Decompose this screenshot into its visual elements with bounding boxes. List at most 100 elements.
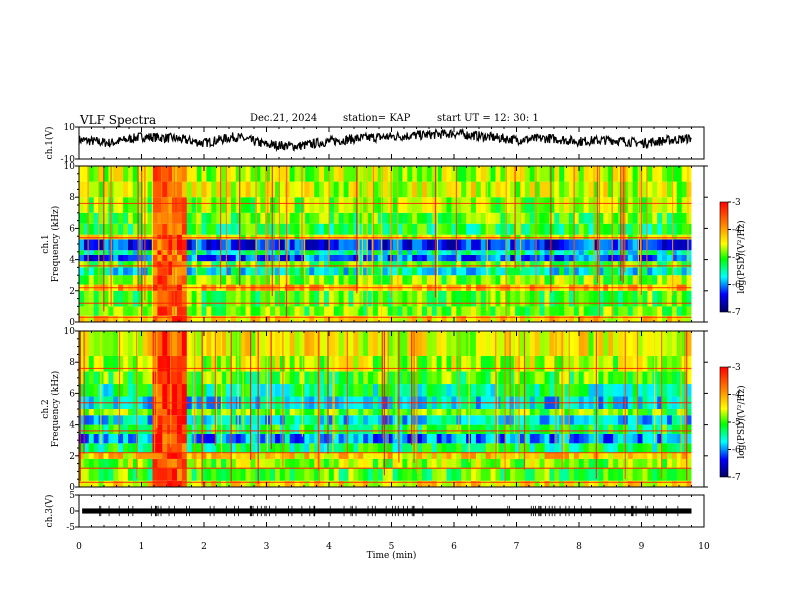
ch2-spec-cell — [480, 371, 487, 385]
ch2-spec-cell — [578, 458, 585, 469]
ch2-spec-cell — [137, 409, 144, 416]
ch1-spec-cell — [152, 234, 158, 240]
ch2-spec-cell — [642, 452, 648, 459]
ch2-spec-colorbar-tick-label: -7 — [732, 473, 741, 483]
ch1-spec-cell — [657, 315, 663, 322]
ch2-spec-cell — [622, 480, 629, 487]
ch1-spec-cell — [324, 181, 330, 198]
ch2-spec-colorbar-label: log(PSD)(V²/Hz) — [736, 385, 747, 458]
ch1-spec-sferic — [271, 166, 273, 297]
ch1-spec-cell — [608, 290, 614, 307]
ch2-spec-cell — [270, 409, 276, 416]
ch1-spec-cell — [402, 166, 408, 182]
ch1-spec-cell — [255, 223, 261, 235]
ch1-spec-cell — [186, 250, 193, 255]
ch2-spec-cell — [294, 409, 301, 416]
ch1-spec-cell — [314, 306, 320, 316]
ch2-spec-cell — [230, 443, 237, 453]
ch1-spec-sferic — [173, 166, 175, 316]
ch2-spec-cell — [309, 415, 315, 425]
ch2-spec-cell — [368, 468, 374, 481]
ch2-spec-cell — [177, 355, 183, 372]
ch2-spec-cell — [172, 424, 178, 434]
ch1-spec-cell — [426, 306, 433, 316]
ch2-spec-cell — [289, 458, 296, 469]
ch2-spec-cell — [451, 355, 457, 372]
ch1-spec-cell — [314, 250, 320, 255]
ch2-spec-cell — [142, 355, 149, 372]
ch1-spec-cell — [593, 250, 599, 255]
ch2-spec-cell — [147, 371, 154, 385]
ch2-spec-cell — [245, 443, 252, 453]
ch1-spec-cell — [118, 261, 124, 268]
ch2-spec-cell — [417, 458, 423, 469]
ch2-spec-cell — [88, 480, 95, 487]
ch1-spec-cell — [88, 223, 95, 235]
ch1-spec-cell — [128, 254, 134, 262]
ch1-spec-cell — [471, 250, 477, 255]
ch1-spec-cell — [152, 290, 158, 307]
ch2-spec-cell — [417, 384, 423, 397]
ch2-spec-cell — [137, 355, 144, 372]
ch2-spec-cell — [113, 452, 119, 459]
ch2-spec-cell — [314, 443, 320, 453]
ch2-spec-cell — [667, 433, 673, 444]
ch1-spec-cell — [368, 254, 374, 262]
ch2-spec-cell — [186, 384, 193, 397]
ch1-spec-cell — [196, 223, 203, 235]
ch1-spec-cell — [657, 166, 663, 182]
ch2-spec-cell — [142, 443, 149, 453]
ch2-spec-cell — [662, 443, 668, 453]
ch1-spec-cell — [652, 166, 658, 182]
ch2-spec-cell — [461, 452, 467, 459]
ch2-spec-cell — [397, 409, 403, 416]
ch2-spec-cell — [309, 443, 315, 453]
ch2-spec-cell — [549, 443, 555, 453]
ch1-spec-cell — [436, 212, 443, 224]
ch1-spec-cell — [662, 261, 668, 268]
ch1-spec-cell — [353, 234, 359, 240]
ch2-spec-cell — [348, 443, 354, 453]
ch1-spec-cell — [304, 275, 310, 285]
ch2-spec-cell — [132, 355, 139, 372]
ch1-spec-cell — [652, 275, 658, 285]
ch2-spec-cell — [353, 458, 359, 469]
ch2-spec-cell — [412, 468, 418, 481]
ch2-spec-cell — [480, 480, 487, 487]
ch1-spec-cell — [578, 197, 585, 213]
ch1-spec-blank — [691, 166, 704, 322]
ch2-spec-cell — [157, 468, 163, 481]
ch1-spec-cell — [221, 239, 227, 251]
ch2-spec-cell — [304, 371, 310, 385]
ch2-spec-cell — [172, 371, 178, 385]
ch1-spec-cell — [201, 290, 207, 307]
ch1-spec-cell — [554, 250, 560, 255]
ch2-spec-cell — [113, 458, 119, 469]
ch1-spec-sferic — [514, 166, 516, 269]
ch2-spec-cell — [382, 480, 389, 487]
ch1-spec-cell — [186, 223, 193, 235]
ch2-spec-cell — [128, 331, 134, 356]
ch2-spec-cell — [490, 331, 497, 356]
ch1-spec-cell — [314, 261, 320, 268]
ch2-spec-cell — [515, 415, 521, 425]
ch1-spec-cell — [309, 261, 315, 268]
ch1-spec-cell — [196, 275, 203, 285]
ch2-spec-cell — [260, 452, 266, 459]
ch2-spec-cell — [373, 424, 379, 434]
ch1-spec-cell — [177, 254, 183, 262]
ch1-spec-cell — [426, 250, 433, 255]
ch2-spec-cell — [377, 415, 384, 425]
ch1-spec-sferic — [371, 166, 373, 307]
ch1-spec-cell — [657, 306, 663, 316]
ch1-spec-cell — [510, 239, 516, 251]
ch1-spec-cell — [539, 290, 546, 307]
ch1-spec-cell — [79, 290, 85, 307]
ch1-spec-cell — [593, 166, 599, 182]
ch1-spec-cell — [480, 223, 487, 235]
ch1-spec-cell — [534, 261, 541, 268]
ch1-spec-cell — [681, 250, 688, 255]
ch2-spec-cell — [412, 480, 418, 487]
ch2-spec-cell — [578, 384, 585, 397]
ch1-spec-cell — [505, 306, 511, 316]
